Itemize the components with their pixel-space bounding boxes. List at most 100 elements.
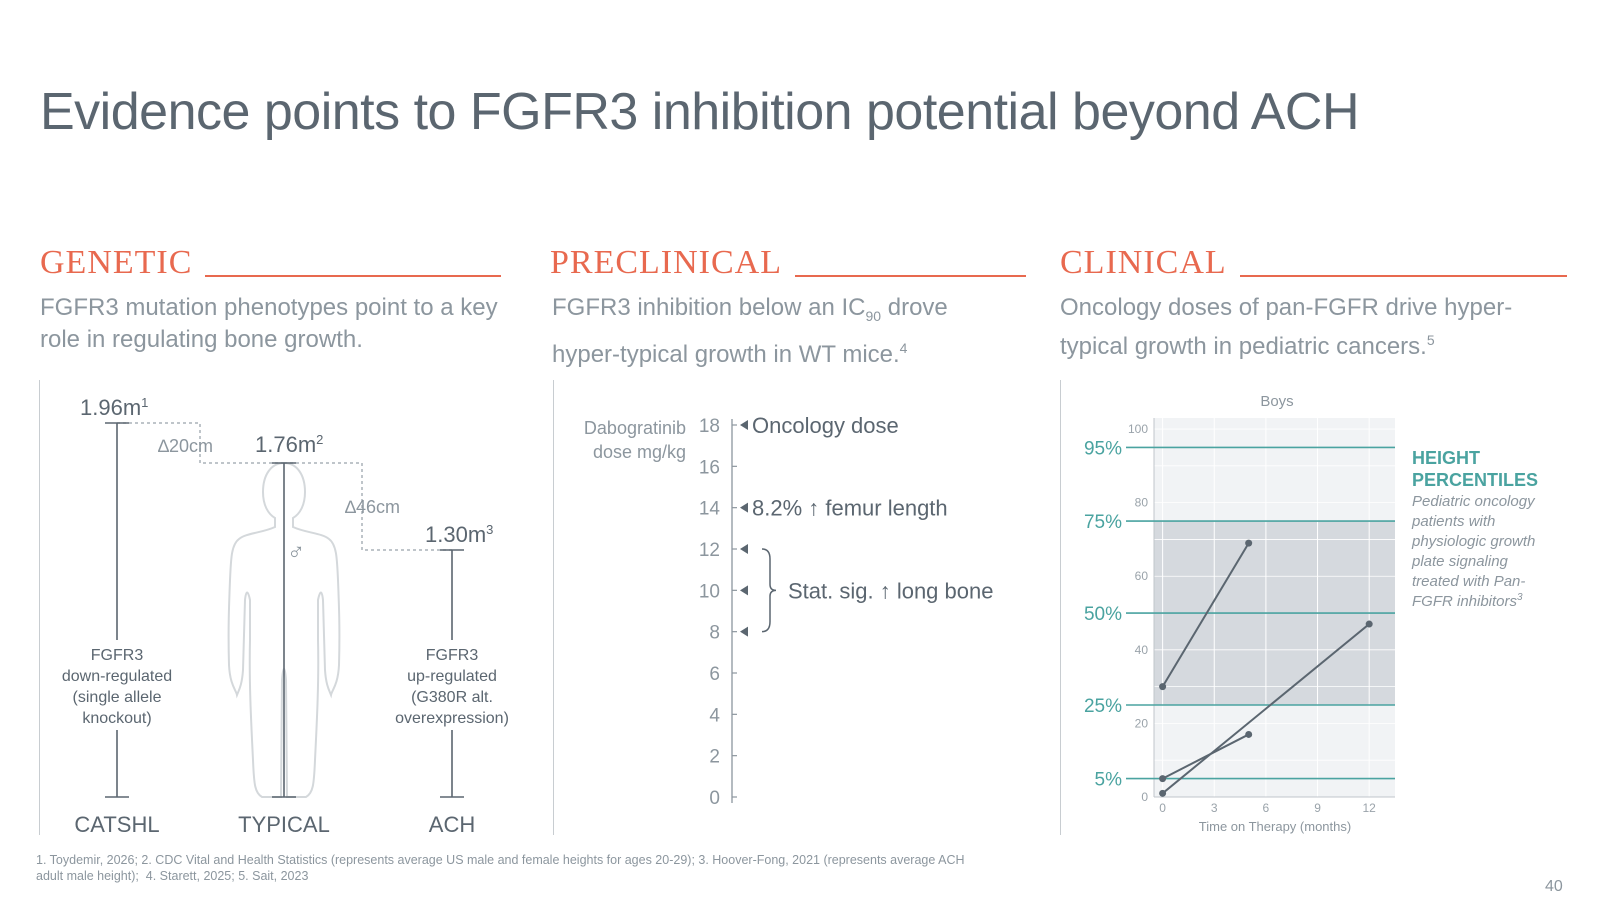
dose-tick-label: 16 (699, 457, 720, 478)
y-tick-label: 100 (1128, 422, 1148, 436)
catshl-height-value: 1.96m1 (80, 395, 148, 420)
growth-percentile-chart: Boys 0 20 40 60 80 100 0 3 6 9 12 95% 75% 50% 25% 5% Ti… (1084, 393, 1538, 834)
preclinical-divider (553, 380, 554, 835)
page-title: Evidence points to FGFR3 inhibition pote… (40, 83, 1360, 141)
percentile-label: 75% (1084, 512, 1122, 533)
x-tick-label: 0 (1159, 801, 1166, 815)
preclinical-subtitle: FGFR3 inhibition below an IC90 drove hyp… (552, 294, 948, 368)
dose-tick-label: 18 (699, 416, 720, 437)
ach-height-bar (440, 549, 464, 798)
chart-title: Boys (1260, 393, 1293, 410)
svg-text:physiologic growth: physiologic growth (1411, 533, 1535, 550)
oncology-dose-annotation: Oncology dose (752, 413, 899, 438)
dose-tick-label: 14 (699, 499, 721, 520)
dose-tick-label: 2 (709, 747, 720, 768)
legend-title-line-2: PERCENTILES (1412, 470, 1538, 490)
dose-marker-arrow (740, 420, 748, 430)
clinical-subtitle: Oncology doses of pan-FGFR drive hyper-t… (1060, 294, 1513, 360)
percentile-label: 25% (1084, 696, 1122, 717)
ach-description: FGFR3 up-regulated (G380R alt. overexpre… (395, 647, 509, 727)
patient-growth-line (1161, 542, 1250, 688)
y-tick-label: 60 (1135, 569, 1149, 583)
svg-text:FGFR3: FGFR3 (91, 647, 144, 664)
percentile-label: 50% (1084, 604, 1122, 625)
percentile-label: 5% (1095, 770, 1123, 791)
chart-x-axis-label: Time on Therapy (months) (1199, 819, 1351, 834)
dose-marker-arrow (740, 502, 748, 513)
clinical-heading-rule (1240, 275, 1567, 277)
dose-tick-label: 8 (709, 623, 720, 644)
ach-name: ACH (429, 812, 475, 837)
y-tick-label: 40 (1135, 643, 1149, 657)
height-percentiles-legend: HEIGHT PERCENTILES Pediatric oncology pa… (1411, 448, 1538, 610)
patient-data-point (1159, 683, 1167, 691)
dose-marker-arrow (740, 626, 748, 637)
x-tick-label: 12 (1362, 801, 1376, 815)
patient-data-point (1245, 730, 1253, 738)
page-number: 40 (1545, 878, 1563, 895)
delta-20cm-label: ∆20cm (158, 436, 213, 456)
genetic-heading: GENETIC (40, 244, 193, 281)
svg-text:(G380R alt.: (G380R alt. (411, 689, 493, 706)
height-difference-connectors (117, 422, 452, 551)
legend-description: Pediatric oncology patients with physiol… (1411, 493, 1536, 610)
catshl-height-bar (105, 422, 129, 798)
svg-text:down-regulated: down-regulated (62, 668, 172, 685)
svg-text:knockout): knockout) (82, 710, 151, 727)
typical-height-bar (272, 462, 296, 798)
x-tick-label: 6 (1263, 801, 1270, 815)
genetic-divider (39, 380, 40, 835)
svg-text:patients with: patients with (1411, 513, 1495, 530)
percentile-label: 95% (1084, 438, 1122, 459)
ach-height-value: 1.30m3 (425, 522, 493, 547)
catshl-name: CATSHL (74, 812, 159, 837)
long-bone-annotation: Stat. sig. ↑ long bone (788, 578, 993, 603)
dose-tick-label: 0 (709, 788, 720, 809)
svg-text:up-regulated: up-regulated (407, 668, 497, 685)
svg-text:FGFR inhibitors3: FGFR inhibitors3 (1412, 592, 1523, 610)
dose-axis: 18 16 14 12 10 8 6 4 2 0 (699, 416, 748, 809)
dose-tick-label: 6 (709, 664, 720, 685)
svg-text:Dabogratinib: Dabogratinib (584, 418, 686, 438)
femur-length-annotation: 8.2% ↑ femur length (752, 496, 948, 521)
svg-text:dose mg/kg: dose mg/kg (593, 442, 686, 462)
chart-plot-area: 0 20 40 60 80 100 0 3 6 9 12 95% 75% 50% 25% 5% (1084, 418, 1395, 815)
genetic-subtitle: FGFR3 mutation phenotypes point to a key… (40, 294, 498, 353)
delta-46cm-label: ∆46cm (345, 497, 400, 517)
svg-text:Pediatric oncology: Pediatric oncology (1412, 493, 1536, 510)
patient-data-point (1365, 620, 1373, 628)
y-tick-label: 0 (1141, 790, 1148, 804)
svg-text:FGFR3: FGFR3 (426, 647, 479, 664)
patient-data-point (1245, 539, 1253, 547)
clinical-divider (1060, 380, 1061, 835)
svg-text:overexpression): overexpression) (395, 710, 509, 727)
dose-scale-chart: Dabogratinib dose mg/kg 181614121086420 … (584, 413, 994, 809)
dose-tick-label: 10 (699, 581, 720, 602)
y-tick-label: 20 (1135, 716, 1149, 730)
svg-text:(single allele: (single allele (73, 689, 162, 706)
preclinical-heading-rule (795, 275, 1026, 277)
patient-growth-line (1162, 733, 1250, 780)
dose-marker-arrow (740, 585, 748, 596)
patient-data-point (1159, 789, 1167, 797)
clinical-heading: CLINICAL (1060, 244, 1227, 281)
legend-title-line-1: HEIGHT (1412, 448, 1480, 468)
genetic-height-diagram: 1.96m1 1.76m2 1.30m3 ∆20cm ∆46cm ♂ FGFR3… (62, 395, 509, 837)
long-bone-bracket (761, 548, 777, 633)
footnotes: 1. Toydemir, 2026; 2. CDC Vital and Heal… (36, 853, 965, 883)
dose-tick-label: 12 (699, 540, 720, 561)
svg-text:treated with Pan-: treated with Pan- (1412, 573, 1525, 590)
male-symbol-icon: ♂ (287, 539, 305, 566)
typical-name: TYPICAL (238, 812, 330, 837)
catshl-description: FGFR3 down-regulated (single allele knoc… (62, 647, 172, 727)
y-tick-label: 80 (1135, 496, 1149, 510)
x-tick-label: 3 (1211, 801, 1218, 815)
x-tick-label: 9 (1314, 801, 1321, 815)
preclinical-heading: PRECLINICAL (550, 244, 782, 281)
patient-growth-line (1161, 623, 1370, 795)
dose-tick-label: 4 (709, 705, 720, 726)
genetic-heading-rule (205, 275, 501, 277)
patient-data-point (1159, 775, 1167, 783)
dose-marker-arrow (740, 544, 748, 554)
svg-text:plate signaling: plate signaling (1411, 553, 1509, 570)
